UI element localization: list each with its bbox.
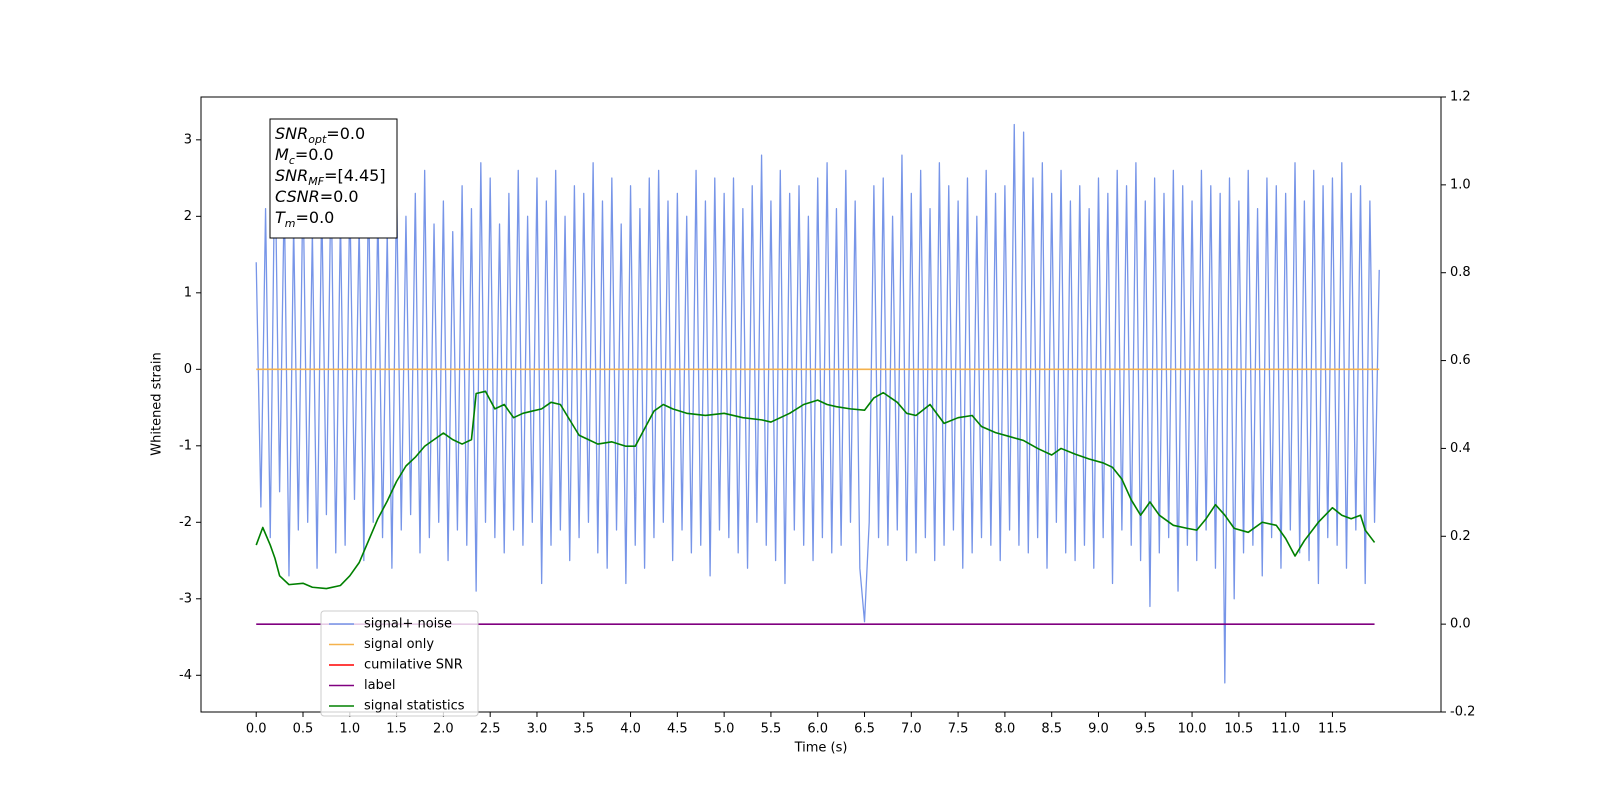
legend-label: signal only bbox=[364, 637, 434, 652]
annotation-subscript: m bbox=[285, 217, 296, 230]
y2-tick-label: 0.0 bbox=[1450, 617, 1471, 632]
y-tick-label: -2 bbox=[179, 515, 192, 530]
annotation-value: =[4.45] bbox=[324, 166, 386, 185]
annotation: SNRMF=[4.45] bbox=[275, 166, 386, 188]
annotation: SNRopt=0.0 bbox=[275, 124, 365, 146]
x-tick-label: 2.0 bbox=[433, 722, 454, 737]
y-tick-label: 3 bbox=[184, 132, 192, 147]
x-tick-label: 10.5 bbox=[1224, 722, 1253, 737]
annotation: Tm=0.0 bbox=[275, 208, 334, 230]
x-tick-label: 2.5 bbox=[480, 722, 501, 737]
annotation-value: =0.0 bbox=[296, 208, 335, 227]
y2-tick-label: 0.8 bbox=[1450, 265, 1471, 280]
annotation-symbol: T bbox=[275, 208, 286, 227]
y-tick-label: 1 bbox=[184, 285, 192, 300]
x-tick-label: 7.0 bbox=[901, 722, 922, 737]
legend-label: label bbox=[364, 678, 395, 693]
y2-tick-label: -0.2 bbox=[1450, 705, 1475, 720]
x-tick-label: 7.5 bbox=[948, 722, 969, 737]
x-tick-label: 5.5 bbox=[761, 722, 782, 737]
y-tick-label: -4 bbox=[179, 668, 192, 683]
legend: signal+ noise signal only cumilative SNR la… bbox=[320, 610, 479, 717]
y2-tick-label: 0.6 bbox=[1450, 353, 1471, 368]
annotation-value: =0.0 bbox=[326, 124, 365, 143]
x-axis-label: Time (s) bbox=[794, 741, 848, 756]
x-tick-label: 1.0 bbox=[339, 722, 360, 737]
series-line bbox=[255, 123, 1380, 684]
annotation-subscript: c bbox=[289, 154, 295, 167]
y2-tick-label: 0.2 bbox=[1450, 529, 1471, 544]
x-tick-label: 9.5 bbox=[1135, 722, 1156, 737]
y-tick-label: 2 bbox=[184, 209, 192, 224]
annotation-subscript: opt bbox=[308, 133, 327, 146]
annotation: CSNR=0.0 bbox=[275, 187, 359, 206]
x-tick-label: 6.5 bbox=[854, 722, 875, 737]
annotation-subscript: MF bbox=[308, 175, 324, 188]
annotation-value: =0.0 bbox=[295, 145, 334, 164]
x-tick-label: 10.0 bbox=[1178, 722, 1207, 737]
x-tick-label: 3.5 bbox=[573, 722, 594, 737]
legend-label: cumilative SNR bbox=[364, 658, 463, 673]
x-tick-label: 6.0 bbox=[807, 722, 828, 737]
legend-label: signal+ noise bbox=[364, 617, 452, 632]
legend-box bbox=[320, 610, 479, 717]
x-tick-label: 4.0 bbox=[620, 722, 641, 737]
series-line bbox=[255, 390, 1376, 590]
y-tick-label: 0 bbox=[184, 362, 192, 377]
x-tick-label: 0.0 bbox=[246, 722, 267, 737]
annotation-symbol: SNR bbox=[275, 124, 308, 143]
x-tick-label: 9.0 bbox=[1088, 722, 1109, 737]
x-tick-label: 8.5 bbox=[1041, 722, 1062, 737]
y2-tick-label: 0.4 bbox=[1450, 441, 1471, 456]
plot-frame bbox=[200, 96, 1442, 713]
x-tick-label: 3.0 bbox=[527, 722, 548, 737]
annotation-symbol: SNR bbox=[275, 166, 308, 185]
x-tick-label: 11.0 bbox=[1271, 722, 1300, 737]
x-tick-label: 0.5 bbox=[293, 722, 314, 737]
y-axis-label: Whitened strain bbox=[150, 352, 165, 455]
x-tick-label: 5.0 bbox=[714, 722, 735, 737]
y2-tick-label: 1.0 bbox=[1450, 177, 1471, 192]
annotation-box bbox=[269, 118, 398, 239]
y2-tick-label: 1.2 bbox=[1450, 90, 1471, 105]
x-tick-label: 4.5 bbox=[667, 722, 688, 737]
annotation: Mc=0.0 bbox=[275, 145, 334, 167]
y-tick-label: -1 bbox=[179, 438, 192, 453]
annotation-symbol: M bbox=[275, 145, 289, 164]
legend-label: signal statistics bbox=[364, 699, 465, 714]
annotation-value: =0.0 bbox=[320, 187, 359, 206]
x-tick-label: 8.0 bbox=[995, 722, 1016, 737]
y-tick-label: -3 bbox=[179, 591, 192, 606]
annotation-symbol: CSNR bbox=[275, 187, 320, 206]
x-tick-label: 1.5 bbox=[386, 722, 407, 737]
x-tick-label: 11.5 bbox=[1318, 722, 1347, 737]
